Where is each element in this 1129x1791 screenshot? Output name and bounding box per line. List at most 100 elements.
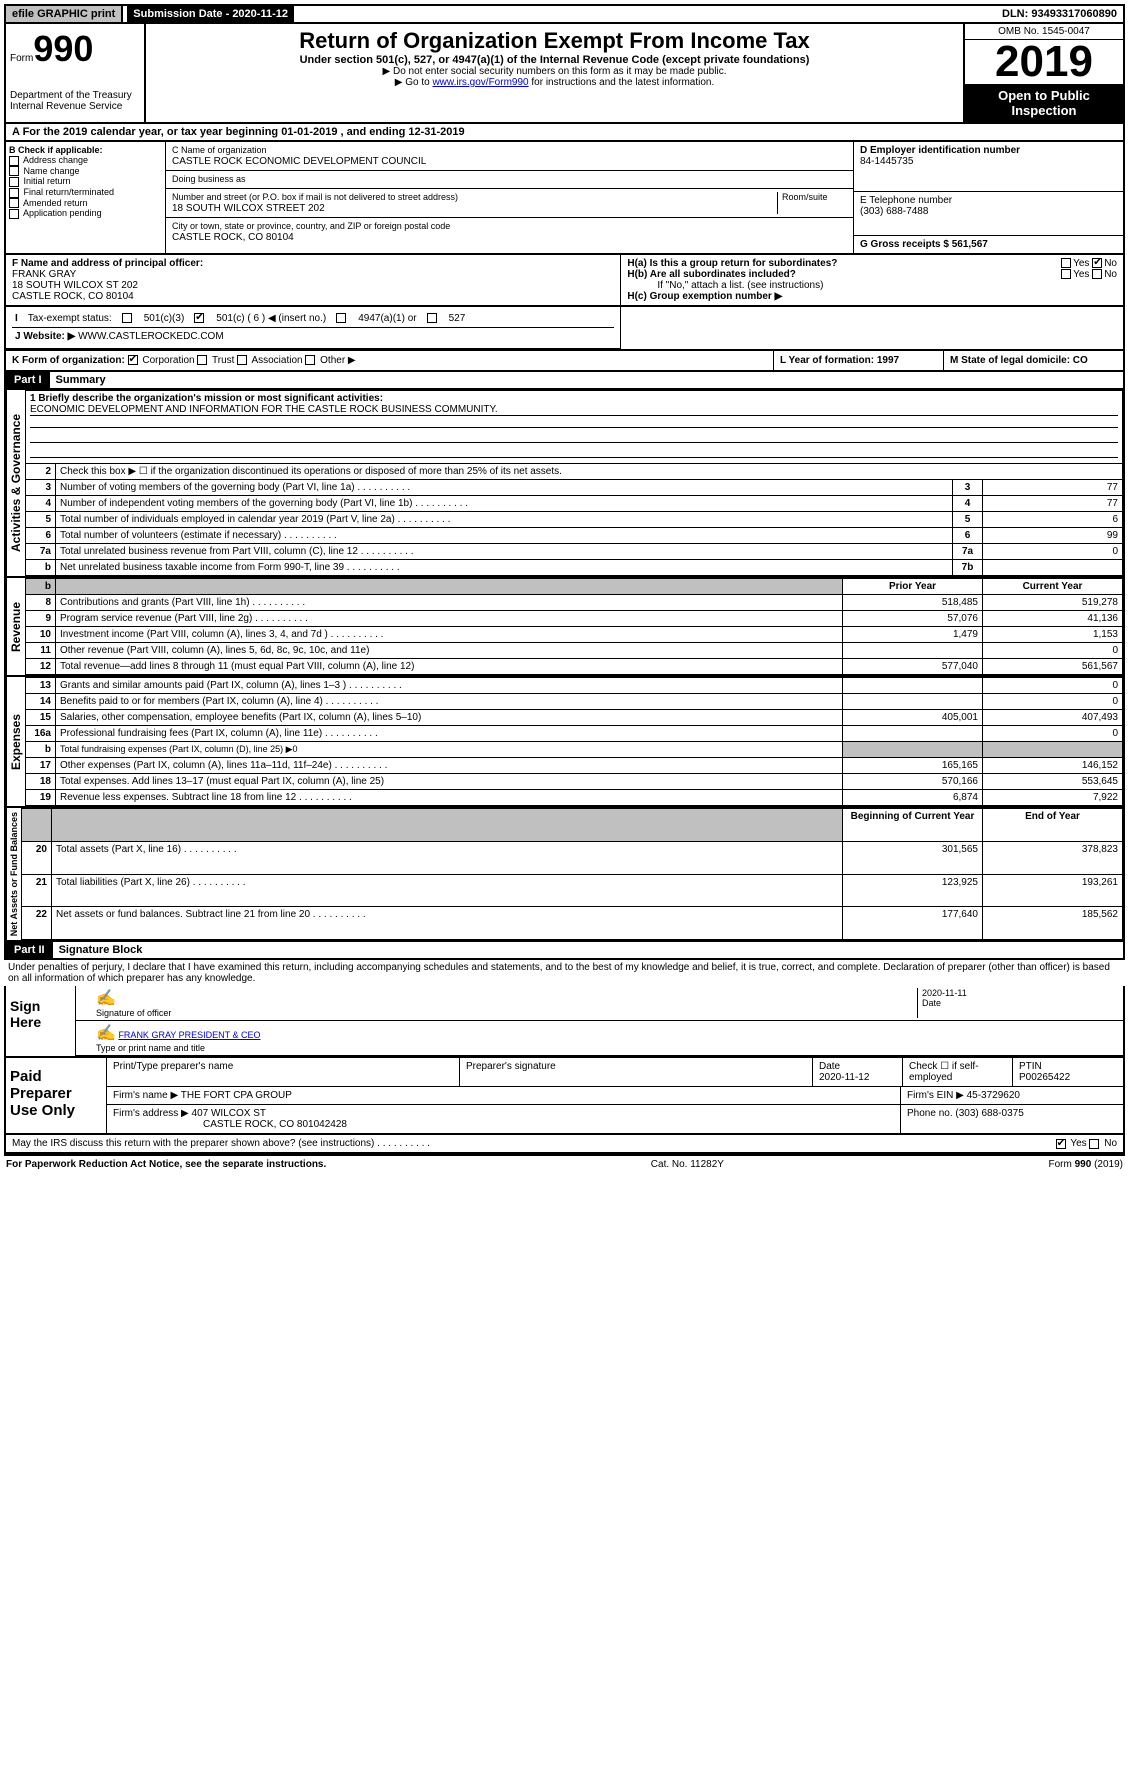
col-f-officer: F Name and address of principal officer:… [6,255,620,305]
officer-addr2: CASTLE ROCK, CO 80104 [12,291,134,302]
dept-treasury: Department of the Treasury Internal Reve… [10,70,140,112]
row-fh: F Name and address of principal officer:… [4,255,1125,307]
sig-name[interactable]: FRANK GRAY PRESIDENT & CEO [118,1030,260,1040]
col-b-checkboxes: B Check if applicable: Address change Na… [6,142,166,253]
ein-label: D Employer identification number [860,145,1020,156]
cb-amended[interactable] [9,198,19,208]
phone-label: E Telephone number [860,195,952,206]
cb-527[interactable] [427,313,437,323]
year-formation: L Year of formation: 1997 [780,355,899,366]
firm-name: THE FORT CPA GROUP [181,1090,292,1101]
exp-row: 15Salaries, other compensation, employee… [26,710,1123,726]
exp-row: 17Other expenses (Part IX, column (A), l… [26,758,1123,774]
row-tax-j: ITax-exempt status: 501(c)(3) 501(c) ( 6… [4,307,1125,351]
cb-hb-no[interactable] [1092,269,1102,279]
paid-preparer-label: Paid Preparer Use Only [6,1058,106,1133]
exp-row: 18Total expenses. Add lines 13–17 (must … [26,774,1123,790]
ptin-value: P00265422 [1019,1072,1070,1083]
vtab-expenses: Expenses [6,677,25,806]
paid-preparer-section: Paid Preparer Use Only Print/Type prepar… [4,1058,1125,1135]
net-row: 22Net assets or fund balances. Subtract … [22,907,1123,940]
tax-status-label: Tax-exempt status: [28,313,112,324]
prep-date: 2020-11-12 [819,1072,869,1083]
rev-row: 12Total revenue—add lines 8 through 11 (… [26,659,1123,675]
cb-hb-yes[interactable] [1061,269,1071,279]
org-name-label: C Name of organization [172,145,267,155]
form-header: Form990 Department of the Treasury Inter… [4,24,1125,124]
prep-sig-label: Preparer's signature [466,1061,556,1072]
vtab-revenue: Revenue [6,578,25,675]
part2-badge: Part II [6,942,53,958]
form-org-label: K Form of organization: [12,355,125,366]
sig-date: 2020-11-11 [922,988,967,998]
cb-corp[interactable] [128,355,138,365]
vtab-governance: Activities & Governance [6,390,25,576]
part1-netassets: Net Assets or Fund Balances Beginning of… [4,808,1125,942]
irs-link[interactable]: www.irs.gov/Form990 [432,77,528,88]
tax-year: 2019 [965,40,1123,84]
row-klm: K Form of organization: Corporation Trus… [4,351,1125,372]
cb-discuss-yes[interactable] [1056,1139,1066,1149]
city-label: City or town, state or province, country… [172,221,450,231]
firm-phone: Phone no. (303) 688-0375 [901,1105,1123,1133]
cb-trust[interactable] [197,355,207,365]
org-city: CASTLE ROCK, CO 80104 [172,232,294,243]
cb-4947[interactable] [336,313,346,323]
exp-row: 13Grants and similar amounts paid (Part … [26,678,1123,694]
website-url[interactable]: WWW.CASTLEROCKEDC.COM [78,331,224,342]
room-label: Room/suite [782,192,828,202]
cb-ha-no[interactable] [1092,258,1102,268]
note-ssn: ▶ Do not enter social security numbers o… [154,66,955,77]
efile-tag[interactable]: efile GRAPHIC print [6,6,123,22]
cb-application[interactable] [9,209,19,219]
rev-row: 10Investment income (Part VIII, column (… [26,627,1123,643]
cb-discuss-no[interactable] [1089,1139,1099,1149]
cb-501c3[interactable] [122,313,132,323]
discuss-row: May the IRS discuss this return with the… [4,1135,1125,1154]
officer-name: FRANK GRAY [12,269,76,280]
hb-note: If "No," attach a list. (see instruction… [627,280,1117,291]
cb-other[interactable] [305,355,315,365]
phone-value: (303) 688-7488 [860,206,928,217]
form-number-box: Form990 Department of the Treasury Inter… [6,24,146,122]
officer-addr1: 18 SOUTH WILCOX ST 202 [12,280,138,291]
firm-addr1: 407 WILCOX ST [192,1108,266,1119]
col-h-group: H(a) Is this a group return for subordin… [620,255,1123,305]
open-public-badge: Open to Public Inspection [965,84,1123,122]
sig-officer-label: Signature of officer [96,1008,171,1018]
exp-row: 19Revenue less expenses. Subtract line 1… [26,790,1123,806]
org-address: 18 SOUTH WILCOX STREET 202 [172,203,325,214]
part2-title: Signature Block [53,944,143,956]
cb-address-change[interactable] [9,156,19,166]
check-self: Check ☐ if self-employed [903,1058,1013,1086]
title-box: Return of Organization Exempt From Incom… [146,24,963,122]
col-b-label: B Check if applicable: [9,145,103,155]
footer: For Paperwork Reduction Act Notice, see … [4,1154,1125,1173]
form-title: Return of Organization Exempt From Incom… [154,28,955,54]
part1-governance: Activities & Governance 1 Briefly descri… [4,390,1125,578]
part1-expenses: Expenses 13Grants and similar amounts pa… [4,677,1125,808]
cb-initial-return[interactable] [9,177,19,187]
year-box: OMB No. 1545-0047 2019 Open to Public In… [963,24,1123,122]
gov-row: 6Total number of volunteers (estimate if… [26,528,1123,544]
firm-addr2: CASTLE ROCK, CO 801042428 [113,1119,347,1130]
cb-ha-yes[interactable] [1061,258,1071,268]
q1-value: ECONOMIC DEVELOPMENT AND INFORMATION FOR… [30,404,1118,416]
part1-revenue: Revenue bPrior YearCurrent Year 8Contrib… [4,578,1125,677]
cb-assoc[interactable] [237,355,247,365]
cb-name-change[interactable] [9,166,19,176]
gov-row: 7aTotal unrelated business revenue from … [26,544,1123,560]
col-h-continued [620,307,1123,349]
gov-row: 5Total number of individuals employed in… [26,512,1123,528]
col-c-org-info: C Name of organization CASTLE ROCK ECONO… [166,142,853,253]
state-domicile: M State of legal domicile: CO [950,355,1088,366]
sign-here-section: Sign Here ✍Signature of officer 2020-11-… [4,986,1125,1058]
section-bcdeg: B Check if applicable: Address change Na… [4,142,1125,255]
cb-501c[interactable] [194,313,204,323]
perjury-text: Under penalties of perjury, I declare th… [4,960,1125,986]
part1-header-row: Part I Summary [4,372,1125,390]
part1-title: Summary [50,374,106,386]
paperwork-notice: For Paperwork Reduction Act Notice, see … [6,1159,326,1170]
cb-final-return[interactable] [9,188,19,198]
rev-row: 9Program service revenue (Part VIII, lin… [26,611,1123,627]
